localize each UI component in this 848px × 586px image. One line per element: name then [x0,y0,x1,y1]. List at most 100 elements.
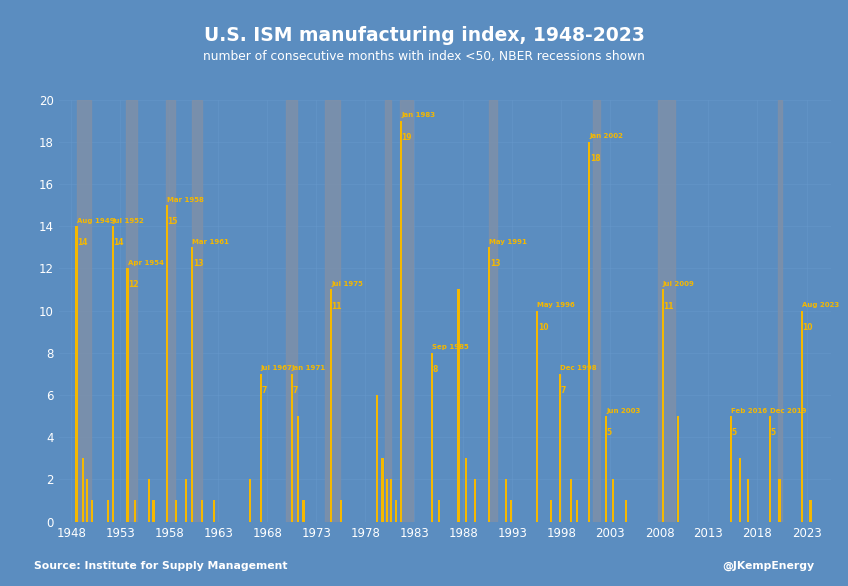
Bar [153,500,154,522]
Bar [297,416,299,522]
Text: Mar 1958: Mar 1958 [167,196,204,203]
Bar [192,100,202,522]
Text: 15: 15 [167,217,177,226]
Text: May 1996: May 1996 [538,302,575,308]
Bar [291,374,293,522]
Bar [576,500,577,522]
Text: 10: 10 [538,323,549,332]
Text: @JKempEnergy: @JKempEnergy [722,561,814,571]
Bar [400,121,402,522]
Text: U.S. ISM manufacturing index, 1948-2023: U.S. ISM manufacturing index, 1948-2023 [204,26,644,45]
Text: Aug 1949: Aug 1949 [76,217,114,224]
Bar [376,395,378,522]
Text: May 1991: May 1991 [489,239,527,245]
Text: 7: 7 [293,386,298,395]
Bar [394,500,397,522]
Bar [505,479,507,522]
Bar [91,500,92,522]
Bar [112,226,114,522]
Bar [769,416,772,522]
Text: Jan 1983: Jan 1983 [401,112,435,118]
Text: 5: 5 [606,428,611,437]
Bar [778,100,782,522]
Text: Jan 1971: Jan 1971 [292,365,326,372]
Bar [303,500,304,522]
Bar [739,458,741,522]
Bar [185,479,187,522]
Text: 12: 12 [128,281,138,289]
Text: Dec 2019: Dec 2019 [770,407,806,414]
Text: 11: 11 [663,302,674,311]
Bar [325,100,340,522]
Bar [431,353,433,522]
Bar [661,289,664,522]
Bar [148,479,149,522]
Text: 10: 10 [802,323,813,332]
Text: 13: 13 [490,260,500,268]
Bar [399,100,413,522]
Text: Jul 1967: Jul 1967 [261,365,293,372]
Bar [510,500,512,522]
Text: 14: 14 [114,239,124,247]
Text: 18: 18 [590,154,600,163]
Bar [488,247,490,522]
Bar [385,100,391,522]
Bar [589,142,590,522]
Bar [550,500,552,522]
Text: 5: 5 [732,428,737,437]
Bar [466,458,467,522]
Text: Dec 1998: Dec 1998 [560,365,596,372]
Text: Aug 2023: Aug 2023 [802,302,840,308]
Bar [286,100,297,522]
Bar [809,500,812,522]
Text: Jun 2003: Jun 2003 [606,407,640,414]
Bar [166,100,175,522]
Bar [165,205,168,522]
Bar [473,479,476,522]
Bar [340,500,342,522]
Bar [605,416,607,522]
Bar [134,500,137,522]
Bar [248,479,251,522]
Text: Jul 1952: Jul 1952 [113,217,144,224]
Bar [488,100,497,522]
Bar [438,500,440,522]
Bar [191,247,193,522]
Text: Feb 2016: Feb 2016 [731,407,767,414]
Bar [730,416,732,522]
Bar [390,479,393,522]
Bar [81,458,84,522]
Bar [175,500,177,522]
Bar [677,416,678,522]
Bar [593,100,600,522]
Text: Sep 1985: Sep 1985 [432,344,469,350]
Text: Apr 1954: Apr 1954 [127,260,164,266]
Bar [624,500,627,522]
Text: Jul 2009: Jul 2009 [663,281,695,287]
Text: 7: 7 [261,386,267,395]
Text: Source: Institute for Supply Management: Source: Institute for Supply Management [34,561,287,571]
Bar [778,479,781,522]
Bar [86,479,88,522]
Bar [747,479,750,522]
Bar [201,500,204,522]
Text: Jan 2002: Jan 2002 [589,133,623,139]
Bar [386,479,388,522]
Bar [108,500,109,522]
Text: 7: 7 [561,386,566,395]
Bar [457,289,460,522]
Text: 13: 13 [192,260,204,268]
Bar [330,289,332,522]
Bar [213,500,215,522]
Text: 11: 11 [332,302,342,311]
Bar [259,374,262,522]
Bar [570,479,572,522]
Bar [382,458,383,522]
Text: Jul 1975: Jul 1975 [331,281,363,287]
Bar [801,311,803,522]
Bar [559,374,561,522]
Bar [126,100,137,522]
Text: 5: 5 [771,428,776,437]
Text: 19: 19 [402,133,412,142]
Bar [75,226,78,522]
